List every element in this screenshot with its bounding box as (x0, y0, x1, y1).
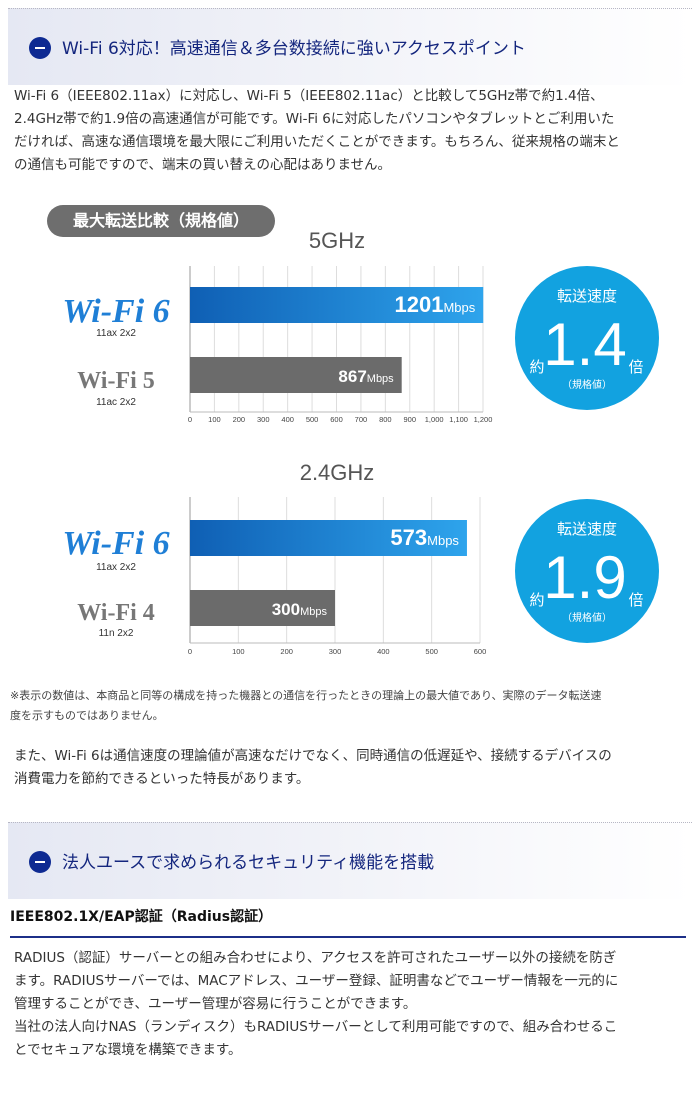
section-header-wifi6: Wi-Fi 6対応！高速通信＆多台数接続に強いアクセスポイント (8, 8, 692, 85)
speed-ratio-badge (515, 266, 659, 410)
outro-line: また、Wi-Fi 6は通信速度の理論値が高速なだけでなく、同時通信の低遅延や、接… (14, 748, 612, 764)
outro-paragraph: また、Wi-Fi 6は通信速度の理論値が高速なだけでなく、同時通信の低遅延や、接… (14, 745, 690, 791)
x-tick-label: 300 (257, 415, 270, 424)
security-line: RADIUS（認証）サーバーとの組み合わせにより、アクセスを許可されたユーザー以… (14, 950, 617, 966)
badge-speed-label: 転送速度 (557, 287, 617, 305)
intro-line: だければ、高速な通信環境を最大限にご利用いただくことができます。もちろん、従来規… (14, 134, 620, 150)
section-header-security: 法人ユースで求められるセキュリティ機能を搭載 (8, 822, 692, 899)
section-title: Wi-Fi 6対応！高速通信＆多台数接続に強いアクセスポイント (62, 39, 526, 59)
wifi6-logo: Wi-Fi 6 (62, 293, 169, 330)
x-tick-label: 600 (474, 647, 487, 656)
bar-value-label: 300Mbps (272, 600, 328, 619)
security-line: ます。RADIUSサーバーでは、MACアドレス、ユーザー登録、証明書などでユーザ… (14, 973, 619, 989)
x-tick-label: 400 (377, 647, 390, 656)
x-tick-label: 0 (188, 415, 192, 424)
band-title: 5GHz (309, 228, 365, 253)
standard-sub-label: 11n 2x2 (99, 628, 134, 639)
speed-ratio-badge (515, 499, 659, 643)
badge-approx-prefix: 約 (529, 591, 544, 609)
x-tick-label: 800 (379, 415, 392, 424)
wifi6-logo: Wi-Fi 6 (62, 525, 169, 562)
badge-ratio-value: 1.4 (543, 311, 626, 378)
footnote: ※表示の数値は、本商品と同等の構成を持った機器との通信を行ったときの理論上の最大… (10, 686, 690, 726)
legacy-label: Wi-Fi 4 (77, 600, 155, 626)
collapse-minus-icon[interactable] (29, 37, 51, 59)
x-tick-label: 0 (188, 647, 192, 656)
comparison-title-pill: 最大転送比較（規格値） (47, 205, 275, 237)
standard-sub-label: 11ac 2x2 (96, 397, 136, 408)
x-tick-label: 900 (403, 415, 416, 424)
security-line: 当社の法人向けNAS（ランディスク）もRADIUSサーバーとして利用可能ですので… (14, 1019, 618, 1035)
x-tick-label: 100 (208, 415, 221, 424)
x-tick-label: 400 (281, 415, 294, 424)
x-tick-label: 1,200 (474, 415, 493, 424)
wifi6-bar (190, 520, 467, 556)
x-tick-label: 500 (306, 415, 319, 424)
bar-value-label: 573Mbps (390, 525, 459, 550)
badge-times-suffix: 倍 (628, 591, 643, 609)
legacy-bar (190, 357, 402, 393)
legacy-label: Wi-Fi 5 (77, 368, 155, 394)
x-tick-label: 700 (355, 415, 368, 424)
x-tick-label: 100 (232, 647, 245, 656)
security-paragraph: RADIUS（認証）サーバーとの組み合わせにより、アクセスを許可されたユーザー以… (14, 947, 690, 1062)
bar-value-label: 1201Mbps (394, 292, 475, 317)
badge-spec-note: （規格値） (562, 611, 612, 624)
outro-line: 消費電力を節約できるといった特長があります。 (14, 771, 310, 787)
badge-times-suffix: 倍 (628, 358, 643, 376)
band-title: 2.4GHz (300, 460, 375, 485)
intro-paragraph: Wi-Fi 6（IEEE802.11ax）に対応し、Wi-Fi 5（IEEE80… (14, 85, 690, 177)
footnote-line: 度を示すものではありません。 (10, 709, 164, 722)
speed-comparison-charts: 5GHz 0 100 200 300 400 500 600 700 800 900 1,000 1,1… (62, 228, 659, 656)
badge-approx-prefix: 約 (529, 358, 544, 376)
x-tick-label: 200 (233, 415, 246, 424)
security-line: とでセキュアな環境を構築できます。 (14, 1042, 242, 1058)
x-tick-label: 200 (280, 647, 293, 656)
intro-line: の通信も可能ですので、端末の買い替えの心配はありません。 (14, 157, 392, 173)
subheading-rule (10, 936, 686, 938)
wifi6-bar (190, 287, 484, 323)
badge-spec-note: （規格値） (562, 378, 612, 391)
subheading-radius: IEEE802.1X/EAP認証（Radius認証） (10, 909, 273, 925)
security-line: 管理することができ、ユーザー管理が容易に行うことができます。 (14, 996, 417, 1012)
footnote-line: ※表示の数値は、本商品と同等の構成を持った機器との通信を行ったときの理論上の最大… (10, 689, 602, 702)
x-tick-label: 600 (330, 415, 343, 424)
x-tick-label: 500 (425, 647, 438, 656)
legacy-bar (190, 590, 335, 626)
section-title: 法人ユースで求められるセキュリティ機能を搭載 (62, 853, 435, 873)
bar-value-label: 867Mbps (338, 367, 394, 386)
standard-sub-label: 11ax 2x2 (96, 562, 136, 573)
intro-line: Wi-Fi 6（IEEE802.11ax）に対応し、Wi-Fi 5（IEEE80… (14, 88, 604, 104)
collapse-minus-icon[interactable] (29, 851, 51, 873)
x-tick-label: 1,100 (449, 415, 468, 424)
x-tick-label: 300 (329, 647, 342, 656)
intro-line: 2.4GHz帯で約1.9倍の高速通信が可能です。Wi-Fi 6に対応したパソコン… (14, 111, 615, 127)
standard-sub-label: 11ax 2x2 (96, 328, 136, 339)
badge-speed-label: 転送速度 (557, 520, 617, 538)
x-tick-label: 1,000 (425, 415, 444, 424)
badge-ratio-value: 1.9 (543, 544, 626, 611)
